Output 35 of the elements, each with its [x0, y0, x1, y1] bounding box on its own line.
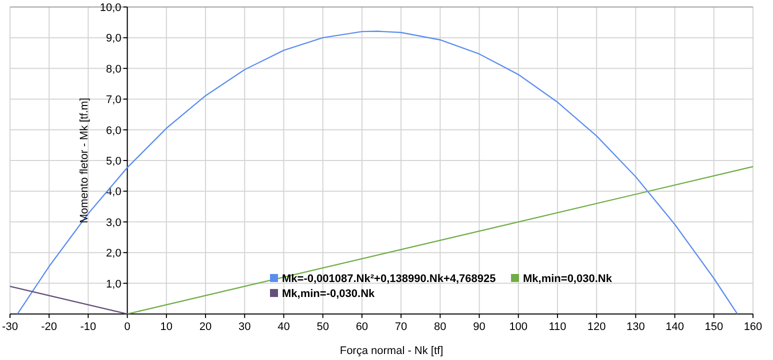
- y-axis-title: Momento fletor - Mk [tf.m]: [78, 98, 90, 224]
- x-tick-label: 80: [434, 321, 446, 333]
- x-tick-label: 70: [394, 321, 408, 333]
- x-axis-title: Força normal - Nk [tf]: [340, 345, 444, 357]
- x-tick-label: 20: [199, 321, 212, 333]
- y-tick-label: 3,0: [106, 216, 122, 229]
- y-tick-label: 10,0: [100, 2, 122, 14]
- x-tick-label: 30: [238, 321, 251, 333]
- x-tick-label: 90: [473, 321, 486, 333]
- x-tick-label: 110: [548, 321, 566, 333]
- y-tick-label: 2,0: [106, 248, 122, 260]
- x-tick-label: 160: [744, 321, 762, 333]
- legend-label: Mk=-0,001087.Nk²+0,138990.Nk+4,768925: [282, 273, 496, 285]
- legend-label: Mk,min=-0,030.Nk: [282, 288, 376, 300]
- x-tick-label: -10: [80, 321, 96, 333]
- x-tick-label: 50: [316, 321, 329, 333]
- x-tick-label: -20: [41, 321, 58, 333]
- x-tick-label: 100: [509, 321, 528, 333]
- x-tick-label: 60: [356, 321, 368, 333]
- y-tick-label: 5,0: [106, 156, 122, 168]
- x-tick-label: 120: [587, 321, 606, 333]
- line-series: [16, 30, 738, 314]
- x-tick-label: 0: [124, 321, 130, 333]
- y-tick-label: 1,0: [106, 278, 122, 290]
- x-tick-label: 150: [704, 321, 724, 333]
- y-tick-label: 8,0: [106, 63, 122, 76]
- legend-label: Mk,min=0,030.Nk: [523, 273, 613, 285]
- y-tick-label: 6,0: [106, 124, 122, 137]
- x-tick-label: 10: [160, 321, 173, 333]
- y-tick-label: 9,0: [106, 32, 122, 45]
- y-tick-label: 7,0: [106, 94, 122, 106]
- x-tick-label: 40: [278, 321, 290, 333]
- x-tick-label: 140: [666, 321, 684, 333]
- x-tick-label: 130: [626, 321, 645, 333]
- x-tick-label: -30: [2, 321, 18, 333]
